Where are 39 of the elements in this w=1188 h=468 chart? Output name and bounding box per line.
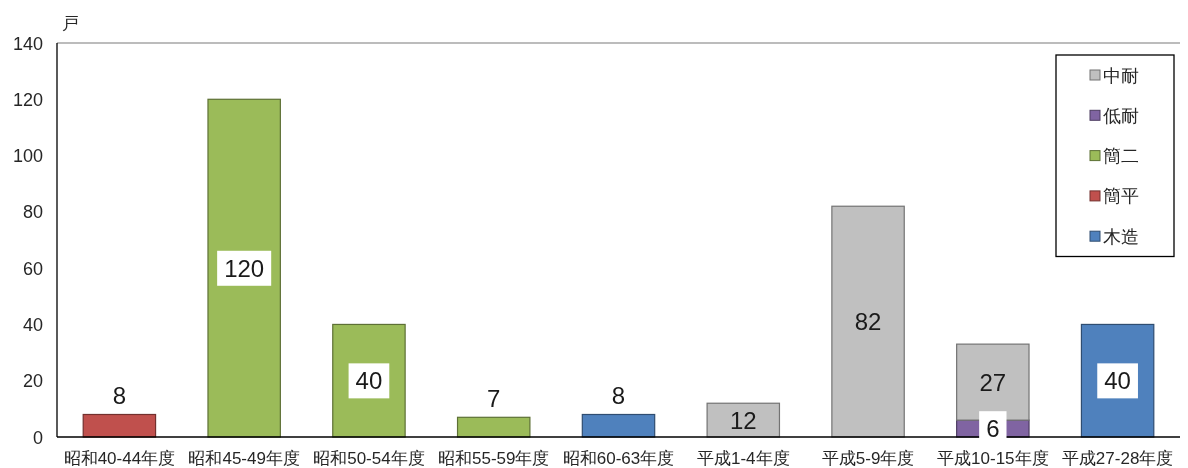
legend-label: 木造 <box>1103 226 1139 247</box>
y-tick-label: 120 <box>12 89 43 110</box>
y-tick-label: 100 <box>12 146 43 167</box>
data-label: 8 <box>611 382 626 410</box>
bar <box>207 98 281 438</box>
data-label: 40 <box>1104 367 1131 395</box>
x-tick-label: 昭和40-44年度 <box>63 449 176 468</box>
y-axis-title: 戸 <box>62 14 79 33</box>
x-tick-label: 平成1-4年度 <box>696 449 790 468</box>
y-tick-label: 60 <box>22 258 43 279</box>
data-label: 7 <box>487 385 501 413</box>
bar <box>456 416 531 438</box>
y-tick-label: 0 <box>32 427 43 448</box>
y-tick-label: 40 <box>22 314 43 335</box>
x-tick-label: 平成10-15年度 <box>937 449 1049 468</box>
data-label: 40 <box>355 367 383 395</box>
y-tick-label: 140 <box>12 33 43 54</box>
data-label: 12 <box>729 406 757 434</box>
legend-label: 簡二 <box>1103 146 1139 167</box>
data-label: 8 <box>112 382 127 410</box>
x-tick-label: 昭和60-63年度 <box>562 449 675 468</box>
x-tick-label: 昭和45-49年度 <box>188 449 300 468</box>
bar <box>831 205 905 438</box>
y-tick-label: 20 <box>22 371 43 392</box>
y-tick-label: 80 <box>22 202 43 223</box>
data-label: 6 <box>986 415 1000 443</box>
legend-label: 低耐 <box>1103 105 1139 126</box>
legend-label: 簡平 <box>1103 186 1139 207</box>
bar <box>82 413 157 438</box>
x-tick-label: 昭和55-59年度 <box>437 449 550 468</box>
bar <box>581 413 656 438</box>
x-tick-label: 平成5-9年度 <box>821 449 915 468</box>
x-tick-label: 平成27-28年度 <box>1061 449 1174 468</box>
x-tick-label: 昭和50-54年度 <box>313 449 425 468</box>
bar <box>956 343 1030 421</box>
legend-label: 中耐 <box>1103 65 1139 86</box>
data-label: 82 <box>854 308 882 336</box>
data-label: 27 <box>979 368 1007 396</box>
data-label: 120 <box>224 254 265 282</box>
